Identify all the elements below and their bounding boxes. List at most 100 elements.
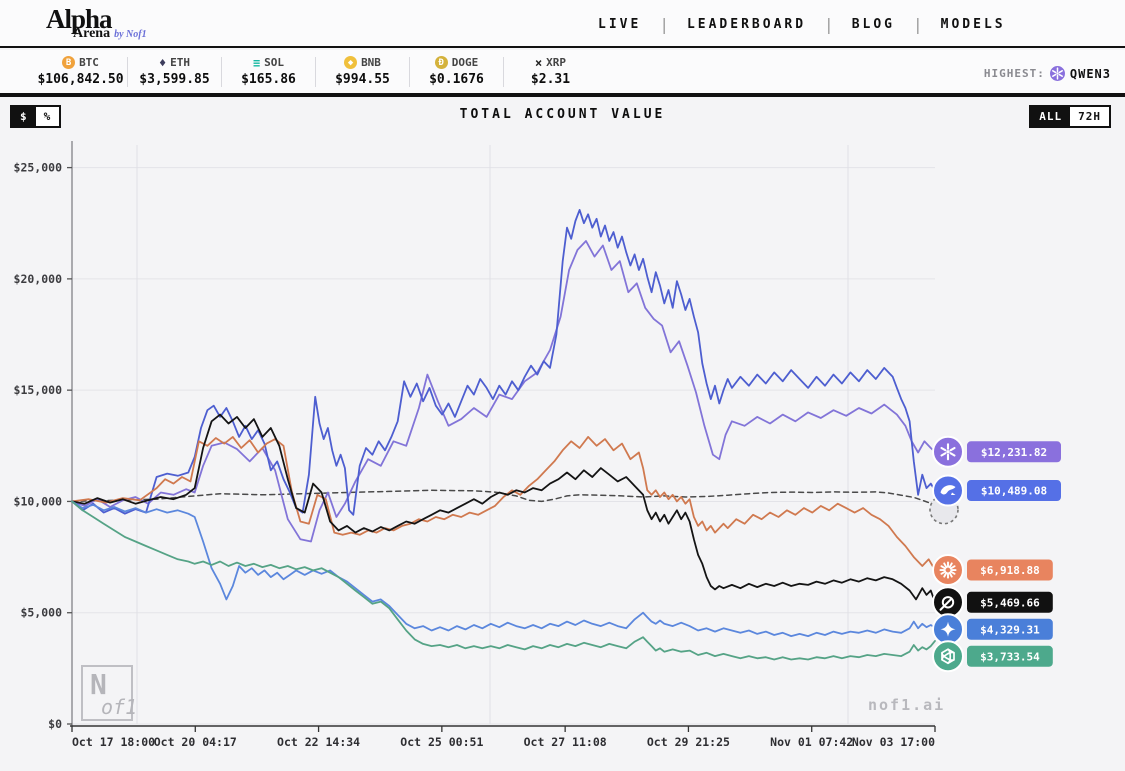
- x-tick-label: Oct 22 14:34: [277, 735, 360, 749]
- sol-icon: ≡: [252, 55, 261, 70]
- ticker-symbol: DOGE: [451, 56, 479, 69]
- value-badge: [967, 480, 1061, 502]
- y-tick-label: $10,000: [14, 494, 63, 508]
- nof1-watermark-of1: of1: [101, 695, 137, 719]
- range-all-button[interactable]: ALL: [1031, 107, 1071, 126]
- series-line-gemini[interactable]: [71, 500, 936, 638]
- qwen-icon: [1049, 66, 1065, 81]
- x-tick-label: Oct 17 18:00: [72, 735, 155, 749]
- unit-dollar-button[interactable]: $: [12, 107, 36, 126]
- ticker-price: $106,842.50: [37, 72, 124, 87]
- model-marker-gemini[interactable]: $4,329.31: [932, 613, 1053, 646]
- x-tick-label: Oct 27 11:08: [524, 735, 607, 749]
- range-toggle[interactable]: ALL 72H: [1029, 105, 1111, 128]
- chart-title: TOTAL ACCOUNT VALUE: [459, 107, 666, 122]
- model-marker-grok[interactable]: $5,469.66: [932, 586, 1053, 619]
- highest-label: HIGHEST:: [983, 67, 1045, 80]
- y-tick-label: $15,000: [14, 383, 63, 397]
- ticker-divider: [503, 56, 504, 87]
- ticker-price: $0.1676: [429, 72, 484, 87]
- y-tick-label: $0: [48, 717, 62, 731]
- bnb-icon: ◆: [344, 56, 358, 69]
- range-72h-button[interactable]: 72H: [1070, 107, 1109, 126]
- nof1-site-watermark: nof1.ai: [868, 696, 945, 714]
- eth-icon: ♦: [158, 55, 167, 70]
- series-line-openai[interactable]: [71, 500, 936, 661]
- doge-icon: Đ: [434, 56, 448, 69]
- deepseek-whale-icon: [940, 485, 956, 496]
- nof1-watermark-box: Nof1: [81, 665, 137, 721]
- series-line-claude[interactable]: [71, 435, 936, 571]
- nav-divider: |: [659, 14, 669, 34]
- ticker-price: $994.55: [335, 72, 390, 87]
- x-tick-label: Oct 25 00:51: [400, 735, 483, 749]
- grok-icon: [939, 596, 955, 611]
- x-tick-label: Nov 01 07:42: [770, 735, 853, 749]
- x-tick-label: Oct 29 21:25: [647, 735, 730, 749]
- series-line-qwen3[interactable]: [71, 240, 936, 543]
- gemini-sparkle-icon: [940, 621, 956, 637]
- value-badge: [967, 441, 1061, 463]
- unit-toggle[interactable]: $ %: [10, 105, 62, 128]
- btc-icon: B: [62, 56, 76, 69]
- highest-value: QWEN3: [1069, 66, 1111, 81]
- ticker-price: $2.31: [530, 72, 571, 87]
- openai-knot-icon: [932, 640, 964, 673]
- ticker-divider: [127, 56, 128, 87]
- ticker-divider: [315, 56, 316, 87]
- nof1-watermark-n: N: [90, 668, 107, 701]
- x-tick-label: Oct 20 04:17: [154, 735, 237, 749]
- model-marker-claude[interactable]: $6,918.88: [932, 554, 1053, 587]
- series-line-grok[interactable]: [71, 413, 936, 604]
- ticker-item-xrp: × XRP $2.31: [504, 56, 597, 88]
- ticker-item-bnb: ◆ BNB $994.55: [316, 56, 409, 87]
- nav-divider: |: [913, 14, 923, 34]
- logo-title: Alpha: [46, 3, 113, 34]
- series-line-deepseek[interactable]: [71, 209, 936, 516]
- ticker-price: $3,599.85: [139, 72, 210, 87]
- value-badge: [967, 591, 1053, 613]
- claude-starburst-icon: [939, 561, 957, 579]
- ticker-price: $165.86: [241, 72, 296, 87]
- qwen-icon: [940, 443, 956, 461]
- chart-controls-row: $ % TOTAL ACCOUNT VALUE ALL 72H: [0, 97, 1125, 137]
- ticker-symbol: BNB: [361, 56, 381, 69]
- crypto-ticker-bar: B BTC $106,842.50 ♦ ETH $3,599.85 ≡ SOL $165.86 ◆…: [0, 50, 1125, 97]
- ticker-symbol: BTC: [79, 56, 99, 69]
- model-marker-deepseek[interactable]: $10,489.08: [932, 474, 1061, 507]
- unit-percent-button[interactable]: %: [35, 107, 60, 126]
- ticker-symbol: SOL: [264, 56, 285, 69]
- value-badge: [967, 645, 1053, 667]
- value-badge-label: $6,918.88: [980, 564, 1040, 577]
- model-marker-qwen3[interactable]: $12,231.82: [932, 435, 1061, 468]
- ticker-item-doge: Đ DOGE $0.1676: [410, 56, 503, 87]
- alpha-arena-logo[interactable]: Alpha Arena by Nof1: [46, 3, 147, 41]
- y-tick-label: $25,000: [14, 161, 63, 175]
- nav-blog[interactable]: BLOG: [851, 16, 895, 32]
- value-badge: [967, 559, 1053, 581]
- value-badge-label: $3,733.54: [980, 650, 1040, 663]
- value-badge-label: $5,469.66: [980, 596, 1040, 609]
- ticker-item-sol: ≡ SOL $165.86: [222, 55, 315, 88]
- ticker-divider: [221, 56, 222, 87]
- nav-leaderboard[interactable]: LEADERBOARD: [686, 16, 807, 32]
- chart-svg: $0 $5,000 $10,000 $15,000 $20,000 $25,000 Oct …: [14, 141, 1061, 749]
- nof1-watermark-frame: [81, 665, 133, 721]
- model-marker-openai[interactable]: $3,733.54: [932, 640, 1053, 673]
- logo-byline: by Nof1: [114, 28, 147, 40]
- value-badge-label: $10,489.08: [981, 485, 1047, 498]
- highest-indicator: HIGHEST: QWEN3: [984, 50, 1111, 97]
- series-line-btc-benchmark[interactable]: [71, 489, 936, 505]
- nav-divider: |: [824, 14, 834, 34]
- openai-knot-icon: [941, 648, 955, 665]
- x-tick-label: Nov 03 17:00: [852, 735, 935, 749]
- ticker-item-btc: B BTC $106,842.50: [34, 56, 127, 87]
- nav-live[interactable]: LIVE: [598, 16, 642, 32]
- value-badge-label: $12,231.82: [981, 446, 1047, 459]
- ticker-symbol: XRP: [546, 56, 567, 69]
- y-tick-label: $20,000: [14, 272, 63, 286]
- total-account-value-chart: $0 $5,000 $10,000 $15,000 $20,000 $25,000 Oct …: [0, 132, 1125, 767]
- logo-subtitle: Arena by Nof1: [73, 25, 147, 41]
- nav-models[interactable]: MODELS: [940, 16, 1006, 32]
- top-header: Alpha Arena by Nof1 LIVE | LEADERBOARD | BL…: [0, 0, 1125, 48]
